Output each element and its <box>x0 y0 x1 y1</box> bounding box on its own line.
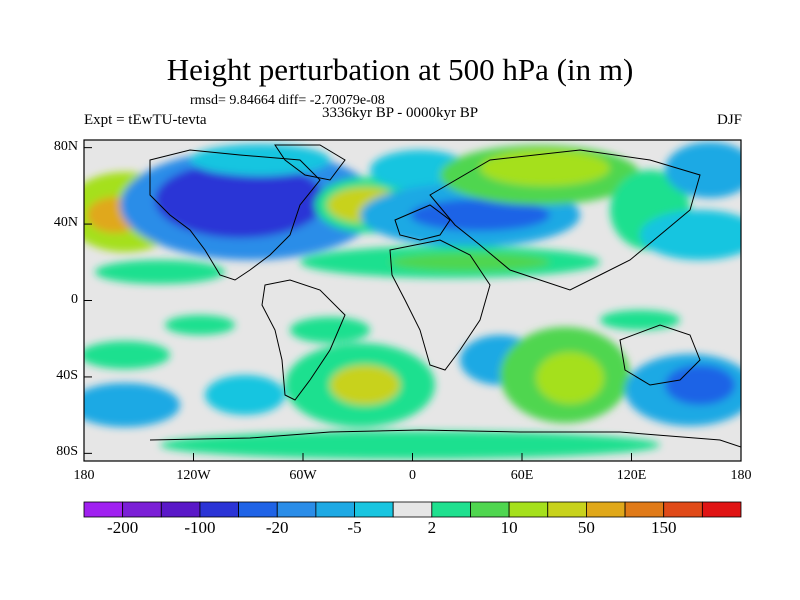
colorbar-swatch <box>547 501 587 518</box>
colorbar-swatch <box>83 501 124 518</box>
latitude-ticks <box>84 147 92 454</box>
colorbar-swatch <box>238 501 278 518</box>
lon-label: 60E <box>510 468 534 483</box>
season-label: DJF <box>716 112 742 128</box>
colorbar-swatch <box>701 501 742 518</box>
coastlines <box>149 144 741 448</box>
colorbar-label: -100 <box>184 518 216 537</box>
colorbar-swatch <box>122 501 162 518</box>
lon-label: 180 <box>73 468 95 483</box>
colorbar-swatch <box>470 501 510 518</box>
colorbar-swatch <box>315 501 355 518</box>
colorbar-swatch <box>354 501 394 518</box>
colorbar-swatch <box>586 501 626 518</box>
colorbar-swatch <box>663 501 703 518</box>
colorbar-swatch <box>508 501 549 518</box>
lon-label: 120W <box>176 468 211 483</box>
contour-field <box>84 140 741 461</box>
colorbar-swatch <box>199 501 239 518</box>
colorbar-label: 2 <box>427 518 437 537</box>
colorbar-label: -20 <box>265 518 289 537</box>
colorbar-swatch <box>624 501 665 518</box>
colorbar-swatch <box>431 501 471 518</box>
lat-label: 40N <box>53 215 78 231</box>
longitude-ticks <box>83 453 742 461</box>
lat-label: 80N <box>53 138 78 154</box>
colorbar-label: 50 <box>577 518 595 537</box>
lon-label: 120E <box>616 468 647 483</box>
map-title: Height perturbation at 500 hPa (in m) <box>166 52 634 87</box>
lat-label: 40S <box>56 367 78 383</box>
colorbar-swatch <box>276 501 317 518</box>
colorbar <box>83 501 742 518</box>
period-text: 3336kyr BP - 0000kyr BP <box>322 105 479 121</box>
colorbar-label: 10 <box>500 518 518 537</box>
lon-label: 180 <box>730 468 752 483</box>
experiment-label: Expt = tEwTU-tevta <box>84 112 207 128</box>
colorbar-label: 150 <box>650 518 677 537</box>
colorbar-swatch <box>392 501 433 518</box>
colorbar-label: -5 <box>347 518 362 537</box>
stats-text: rmsd= 9.84664 diff= -2.70079e-08 <box>190 93 385 108</box>
lat-label: 0 <box>71 291 78 307</box>
colorbar-label: -200 <box>107 518 139 537</box>
colorbar-swatch <box>160 501 201 518</box>
lat-label: 80S <box>56 444 78 460</box>
lon-label: 60W <box>289 468 317 483</box>
lon-label: 0 <box>409 468 416 483</box>
